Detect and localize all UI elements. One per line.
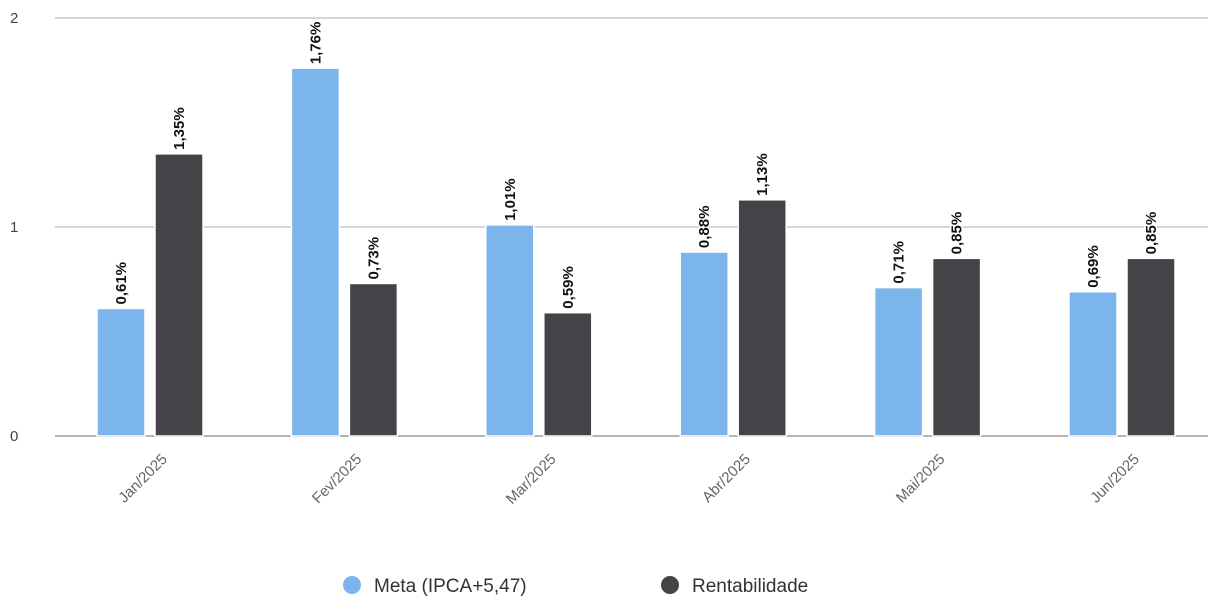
data-label: 0,73% [365, 237, 382, 280]
data-label: 0,88% [696, 206, 713, 249]
y-axis-ticks: 0 1 2 [10, 10, 18, 445]
x-tick-label: Mar/2025 [503, 451, 560, 508]
data-label: 1,76% [307, 22, 324, 65]
x-axis-ticks: Jan/2025 Fev/2025 Mar/2025 Abr/2025 Mai/2025… [115, 451, 1143, 508]
bar-meta-5[interactable] [1068, 291, 1118, 437]
y-tick-label: 1 [10, 219, 18, 236]
data-label: 0,85% [949, 212, 966, 255]
data-label: 0,59% [560, 266, 577, 309]
legend-label: Meta (IPCA+5,47) [374, 576, 527, 597]
legend-item-rentabilidade[interactable]: Rentabilidade [661, 576, 808, 597]
bar-meta-4[interactable] [873, 286, 924, 437]
x-tick-label: Fev/2025 [309, 451, 365, 507]
bar-meta-0[interactable] [96, 307, 146, 437]
legend-label: Rentabilidade [692, 576, 808, 597]
bar-rentabilidade-4[interactable] [931, 257, 982, 437]
x-tick-label: Abr/2025 [699, 451, 754, 506]
bar-meta-3[interactable] [679, 251, 729, 437]
gridlines [55, 17, 1208, 437]
bar-rentabilidade-3[interactable] [737, 199, 787, 437]
data-label: 0,61% [113, 262, 130, 305]
data-label: 1,13% [754, 153, 771, 196]
y-tick-label: 0 [10, 428, 18, 445]
legend-item-meta[interactable]: Meta (IPCA+5,47) [343, 576, 527, 597]
bar-rentabilidade-5[interactable] [1126, 257, 1176, 437]
data-label: 1,01% [502, 178, 519, 221]
bar-rentabilidade-1[interactable] [348, 282, 399, 437]
x-tick-label: Jan/2025 [115, 451, 171, 507]
data-label: 0,69% [1085, 245, 1102, 288]
data-labels: 0,61% 1,35% 1,76% 0,73% 1,01% 0,59% 0,88% 1,13%… [112, 20, 1162, 310]
y-tick-label: 2 [10, 10, 18, 27]
data-label: 0,71% [891, 241, 908, 284]
bar-rentabilidade-2[interactable] [543, 311, 593, 437]
legend: Meta (IPCA+5,47) Rentabilidade [343, 576, 808, 597]
data-label: 1,35% [171, 107, 188, 150]
x-tick-label: Jun/2025 [1087, 451, 1143, 507]
bar-rentabilidade-0[interactable] [154, 153, 204, 437]
bars [96, 67, 1176, 437]
bar-meta-2[interactable] [485, 224, 535, 437]
data-label: 0,85% [1143, 212, 1160, 255]
legend-marker [661, 576, 679, 594]
x-tick-label: Mai/2025 [893, 451, 949, 507]
bar-meta-1[interactable] [290, 67, 341, 437]
legend-marker [343, 576, 361, 594]
